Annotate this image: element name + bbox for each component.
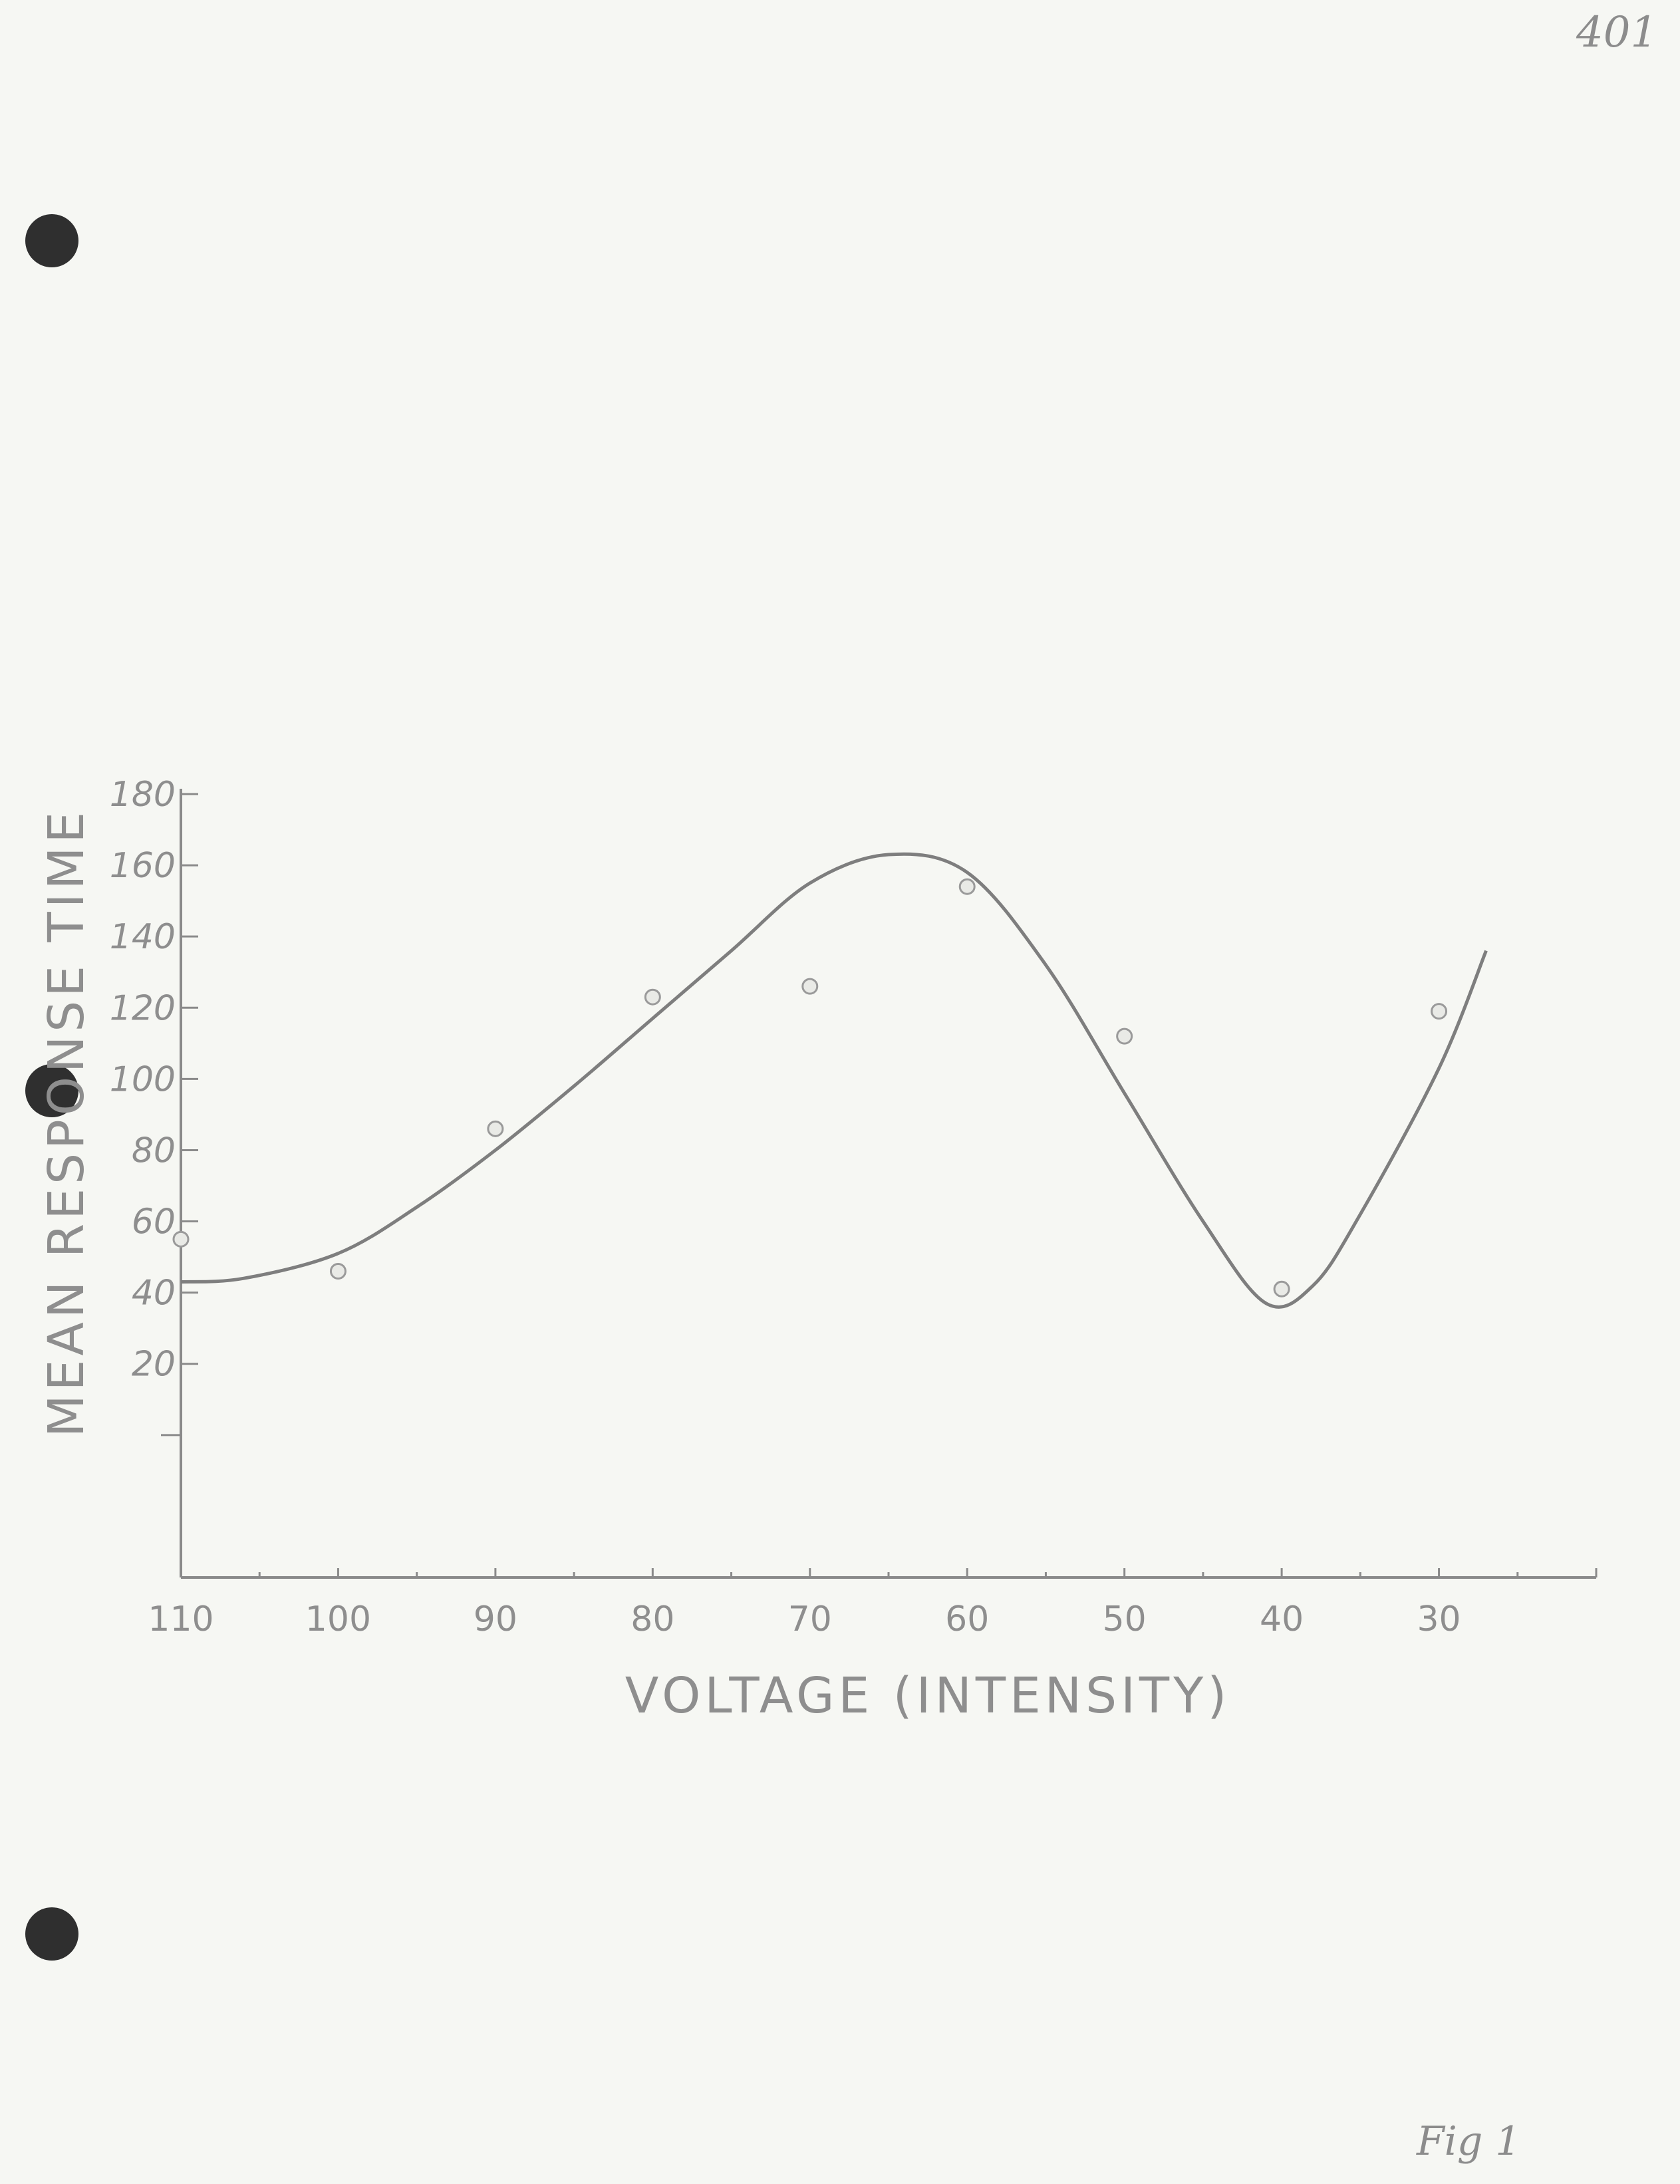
x-tick-label: 90	[474, 1599, 517, 1639]
data-point	[329, 1263, 347, 1280]
y-tick-label: 40	[132, 1274, 176, 1313]
chart-marks	[172, 852, 1488, 1309]
y-axis-label: MEAN RESPONSE TIME	[38, 808, 95, 1437]
y-tick-label: 140	[110, 917, 176, 957]
y-tick-label: 160	[110, 846, 176, 886]
data-point	[1431, 1003, 1448, 1020]
y-tick-label: 60	[132, 1202, 176, 1242]
data-point	[487, 1120, 504, 1137]
data-point	[644, 988, 661, 1006]
data-point	[958, 878, 976, 895]
fitted-curve	[180, 852, 1488, 1309]
binder-hole-middle	[25, 1064, 78, 1117]
y-tick-label: 20	[132, 1345, 176, 1385]
x-tick-label: 30	[1417, 1599, 1461, 1639]
x-tick-label: 60	[945, 1599, 989, 1639]
binder-hole-bottom	[25, 1907, 78, 1961]
page-number: 401	[1576, 8, 1658, 57]
data-point	[801, 978, 819, 995]
data-point	[1273, 1280, 1290, 1297]
y-tick-label: 180	[110, 775, 176, 815]
x-tick-label: 100	[305, 1599, 371, 1639]
y-tick-label: 80	[132, 1131, 176, 1170]
figure-label: Fig 1	[1417, 2118, 1521, 2165]
binder-hole-top	[25, 214, 78, 267]
x-tick-label: 80	[630, 1599, 674, 1639]
x-tick-label: 70	[788, 1599, 832, 1639]
x-tick-label: 40	[1260, 1599, 1304, 1639]
chart-axes: 110 100 90 80 70 60 50 40 30 20 40 60 80 100 120 140 160…	[110, 775, 1598, 1639]
y-tick-label: 120	[110, 988, 176, 1028]
data-point	[1116, 1027, 1133, 1045]
x-axis-label: VOLTAGE (INTENSITY)	[625, 1667, 1230, 1724]
x-tick-label: 110	[148, 1599, 213, 1639]
data-point	[172, 1230, 190, 1248]
x-tick-label: 50	[1103, 1599, 1147, 1639]
y-tick-label: 100	[110, 1059, 176, 1099]
